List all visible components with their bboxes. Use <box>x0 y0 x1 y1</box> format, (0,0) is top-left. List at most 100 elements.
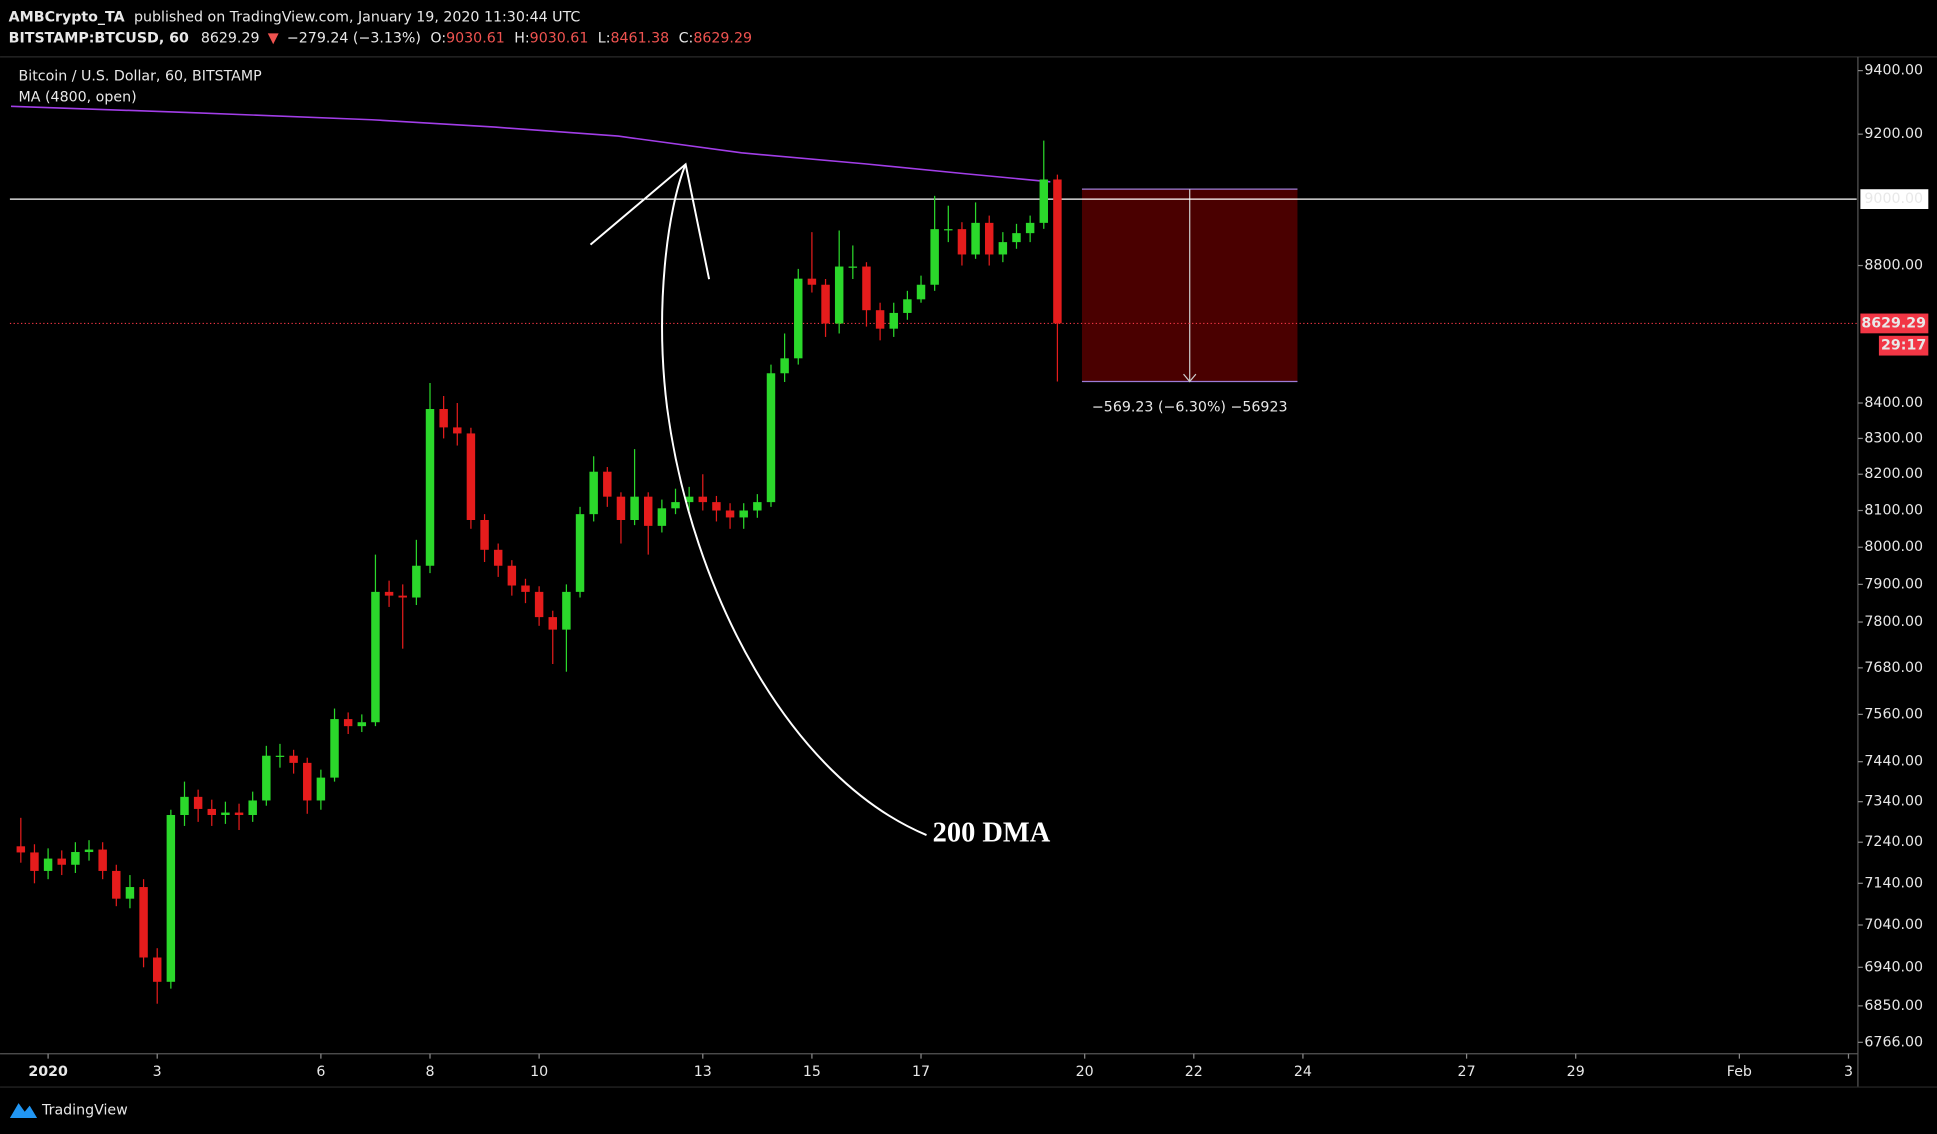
candle-body <box>644 496 653 526</box>
candle-body <box>930 229 939 285</box>
c-value: 8629.29 <box>693 30 752 46</box>
header-line-2: BITSTAMP:BTCUSD, 60 8629.29 ▼ −279.24 (−… <box>9 30 752 46</box>
candle-body <box>466 433 476 521</box>
candle-body <box>166 814 176 982</box>
last: 8629.29 <box>201 30 260 46</box>
candle-body <box>903 299 912 313</box>
y-tick-label: 7560.00 <box>1864 706 1923 722</box>
x-tick-label: 2020 <box>28 1064 68 1080</box>
y-tick-label: 9400.00 <box>1864 63 1923 79</box>
y-tick-label: 6940.00 <box>1864 959 1923 975</box>
candle-body <box>289 755 298 763</box>
candle-body <box>330 719 339 778</box>
candle-body <box>507 565 517 586</box>
symbol: BITSTAMP:BTCUSD, 60 <box>9 30 189 46</box>
x-tick-label: 24 <box>1294 1064 1312 1080</box>
change: −279.24 (−3.13%) <box>287 30 421 46</box>
candle-body <box>889 312 898 329</box>
candle-body <box>412 565 421 598</box>
candle-body <box>712 502 721 511</box>
candle-body <box>616 496 626 521</box>
measure-label: −569.23 (−6.30%) −56923 <box>1092 399 1288 415</box>
candle-body <box>112 870 121 899</box>
candle-body <box>221 812 230 815</box>
candle-body <box>384 591 394 596</box>
candle-body <box>43 858 53 871</box>
candle-body <box>1025 222 1035 234</box>
candle-body <box>821 284 830 324</box>
candle-body <box>57 858 66 865</box>
y-tick-label: 8800.00 <box>1864 258 1923 274</box>
candle-body <box>534 591 544 618</box>
candle-body <box>998 242 1008 255</box>
candle-body <box>98 849 107 871</box>
candle-body <box>944 229 953 231</box>
candle-body <box>562 591 571 630</box>
h-value: 9030.61 <box>530 30 589 46</box>
y-tick-label: 8200.00 <box>1864 466 1923 482</box>
h-label: H: <box>514 30 529 46</box>
candle-body <box>984 222 994 255</box>
l-label: L: <box>598 30 611 46</box>
candle-body <box>753 502 762 511</box>
y-tick-label: 7340.00 <box>1864 794 1923 810</box>
arrow: ▼ <box>268 30 279 46</box>
x-tick-label: 15 <box>803 1064 821 1080</box>
x-tick-label: 6 <box>316 1064 325 1080</box>
y-tick-label: 9200.00 <box>1864 126 1923 142</box>
candle-body <box>248 800 257 815</box>
x-tick-label: 8 <box>425 1064 434 1080</box>
y-tick-label: 8000.00 <box>1864 539 1923 555</box>
candle-body <box>16 846 26 853</box>
candle-body <box>71 852 80 865</box>
candle-body <box>398 595 407 598</box>
candle-body <box>766 373 776 503</box>
candle-body <box>684 496 694 503</box>
candle-body <box>671 502 680 509</box>
y-tick-label: 8100.00 <box>1864 502 1923 518</box>
c-label: C: <box>679 30 694 46</box>
o-value: 9030.61 <box>446 30 505 46</box>
logo-icon <box>9 1103 38 1118</box>
y-tick-label: 7680.00 <box>1864 660 1923 676</box>
x-tick-label: 20 <box>1076 1064 1094 1080</box>
annotation: 200 DMA <box>933 818 1051 849</box>
candle-body <box>371 591 380 723</box>
y-tick-label: 8400.00 <box>1864 395 1923 411</box>
candle-body <box>875 310 885 329</box>
candle-body <box>657 508 667 526</box>
candle-body <box>957 229 967 255</box>
candle-body <box>84 849 94 853</box>
candle-body <box>125 887 135 899</box>
y-tick-label: 7140.00 <box>1864 875 1923 891</box>
candle-body <box>343 719 353 727</box>
y-tick-label: 6850.00 <box>1864 998 1923 1014</box>
header-line-1: AMBCrypto_TA published on TradingView.co… <box>9 9 581 25</box>
countdown-label: 29:17 <box>1881 338 1926 354</box>
candle-body <box>739 510 748 518</box>
x-tick-label: 29 <box>1567 1064 1585 1080</box>
candle-body <box>193 796 203 809</box>
candle-body <box>262 755 271 801</box>
l-value: 8461.38 <box>611 30 670 46</box>
ma-line <box>10 105 1051 183</box>
x-tick-label: 3 <box>1844 1064 1853 1080</box>
candle-body <box>916 284 926 300</box>
candle-body <box>1053 179 1062 324</box>
candle-body <box>698 496 708 503</box>
candle-body <box>493 549 503 566</box>
y-tick-label: 6766.00 <box>1864 1034 1923 1050</box>
measure-arrowhead <box>1183 373 1197 383</box>
candle-body <box>548 617 557 630</box>
annotation-arrowhead <box>589 162 711 280</box>
candle-body <box>575 514 585 592</box>
candle-body <box>357 722 367 727</box>
x-tick-label: Feb <box>1727 1064 1752 1080</box>
y-tick-label: 7040.00 <box>1864 917 1923 933</box>
candle-body <box>152 957 162 982</box>
candle-body <box>971 222 980 255</box>
candle-body <box>848 266 858 268</box>
chart-title: Bitcoin / U.S. Dollar, 60, BITSTAMP <box>19 69 263 85</box>
candle-body <box>794 278 803 359</box>
